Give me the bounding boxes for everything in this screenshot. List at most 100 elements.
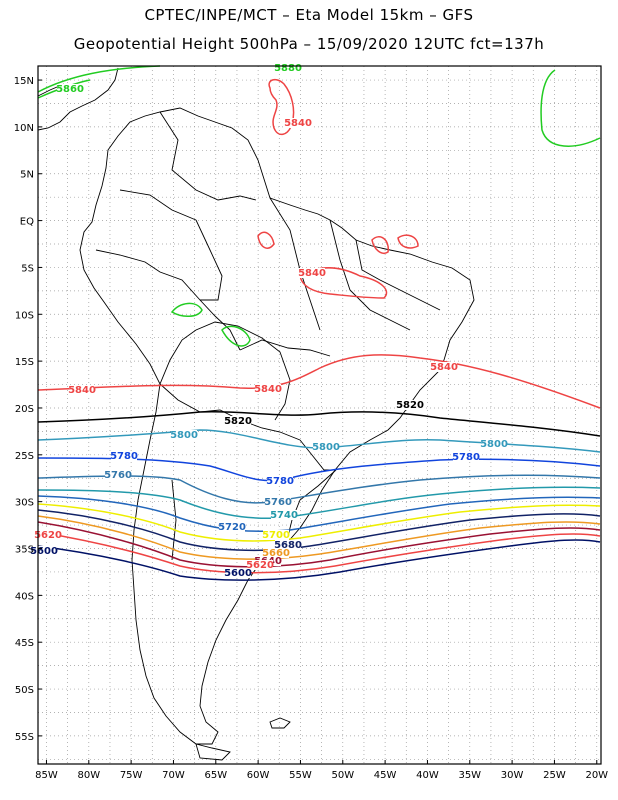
contour-5840-cell-coast xyxy=(371,236,389,254)
contour-label-bg xyxy=(31,546,57,556)
map-subtitle: Geopotential Height 500hPa – 15/09/2020 … xyxy=(73,35,545,53)
lon-tick-label: 35W xyxy=(458,770,481,781)
contour-label: 5860 xyxy=(56,84,84,95)
contour-label: 5840 xyxy=(430,362,458,373)
contour-labels: 5880 5860 5840 5840 5840 5840 5840 5820 5820 5800… xyxy=(30,63,508,579)
contour-label: 5800 xyxy=(480,439,508,450)
contour-5720 xyxy=(37,495,601,532)
contour-label-bg xyxy=(111,451,137,461)
contour-5840-main xyxy=(37,354,601,409)
contour-5840-cell-coast-2 xyxy=(397,234,419,249)
lat-tick-label: 15S xyxy=(15,357,34,368)
contour-label: 5880 xyxy=(274,63,302,74)
contour-5860-cell-2 xyxy=(221,325,251,347)
contour-label-bg xyxy=(275,63,301,73)
contour-5840-cell-north xyxy=(268,78,295,136)
contours xyxy=(37,65,601,581)
lon-tick-label: 65W xyxy=(204,770,227,781)
contour-label-bg xyxy=(313,442,339,452)
contour-label: 5620 xyxy=(34,530,62,541)
contour-label: 5800 xyxy=(312,442,340,453)
lat-tick-label: 15N xyxy=(14,76,34,87)
lat-tick-label: 20S xyxy=(15,404,34,415)
contour-label: 5840 xyxy=(68,385,96,396)
lon-tick-label: 50W xyxy=(331,770,354,781)
contour-label-bg xyxy=(171,430,197,440)
contour-5700 xyxy=(37,503,601,542)
contour-5880-north xyxy=(37,65,161,93)
contour-label: 5740 xyxy=(270,510,298,521)
lon-tick-label: 40W xyxy=(416,770,439,781)
contour-label: 5820 xyxy=(224,416,252,427)
lat-tick-label: 5S xyxy=(21,263,34,274)
lat-tick-label: 10S xyxy=(15,310,34,321)
contour-label-bg xyxy=(299,268,325,278)
lat-tick-label: 30S xyxy=(15,498,34,509)
contour-5620 xyxy=(37,531,601,574)
contour-5840-cell-northeast xyxy=(299,267,388,299)
map-title: CPTEC/INPE/MCT – Eta Model 15km – GFS xyxy=(144,6,474,24)
contour-label: 5600 xyxy=(224,568,252,579)
contour-label: 5600 xyxy=(30,546,58,557)
lon-tick-label: 25W xyxy=(543,770,566,781)
contour-label-bg xyxy=(57,84,83,94)
contour-label: 5840 xyxy=(284,118,312,129)
contour-5820 xyxy=(37,410,601,437)
contour-label: 5620 xyxy=(246,560,274,571)
contour-5600 xyxy=(37,539,601,581)
contour-label: 5760 xyxy=(104,470,132,481)
contour-5840-cell-amazon xyxy=(257,231,275,249)
map-frame xyxy=(37,65,602,765)
contour-label: 5780 xyxy=(266,476,294,487)
contour-label: 5820 xyxy=(396,400,424,411)
lat-tick-label: 5N xyxy=(20,170,34,181)
contour-label-bg xyxy=(35,530,61,540)
contour-label: 5680 xyxy=(274,540,302,551)
contour-label: 5660 xyxy=(262,548,290,559)
contour-label-bg xyxy=(219,522,245,532)
contour-label: 5780 xyxy=(452,452,480,463)
lat-tick-label: 45S xyxy=(15,638,34,649)
contour-label-bg xyxy=(265,497,291,507)
contour-label-bg xyxy=(397,400,423,410)
lat-tick-label: 55S xyxy=(15,732,34,743)
contour-5660 xyxy=(37,515,601,560)
lat-tick-label: 40S xyxy=(15,591,34,602)
contour-5860-cell-1 xyxy=(170,302,203,317)
contour-label-bg xyxy=(285,118,311,128)
contour-5640 xyxy=(37,521,601,568)
contour-label-bg xyxy=(247,560,273,570)
contour-label-bg xyxy=(225,568,251,578)
contour-5680 xyxy=(37,509,601,552)
contour-label-bg xyxy=(255,384,281,394)
lon-tick-label: 70W xyxy=(162,770,185,781)
coastlines xyxy=(37,67,475,761)
lon-tick-label: 85W xyxy=(35,770,58,781)
contour-label: 5840 xyxy=(254,384,282,395)
lon-tick-label: 45W xyxy=(374,770,397,781)
lon-tick-label: 75W xyxy=(120,770,143,781)
lon-tick-label: 30W xyxy=(501,770,524,781)
latitude-axis: 15N 10N 5N EQ 5S 10S 15S 20S 25S 30S 35S 40S 45S 50S 5… xyxy=(14,76,42,743)
lat-tick-label: 25S xyxy=(15,451,34,462)
lon-tick-label: 60W xyxy=(247,770,270,781)
contour-label: 5780 xyxy=(110,451,138,462)
contour-label-bg xyxy=(481,439,507,449)
contour-label-bg xyxy=(271,510,297,520)
contour-label: 5700 xyxy=(262,530,290,541)
contour-label: 5720 xyxy=(218,522,246,533)
contour-label-bg xyxy=(263,548,289,558)
lon-tick-label: 20W xyxy=(585,770,608,781)
contour-5860-east xyxy=(540,69,601,147)
contour-label-bg xyxy=(267,476,293,486)
contour-label-bg xyxy=(431,362,457,372)
lon-tick-label: 80W xyxy=(77,770,100,781)
lat-tick-label: 10N xyxy=(14,123,34,134)
graticule xyxy=(38,66,601,764)
contour-label: 5840 xyxy=(298,268,326,279)
lon-tick-label: 55W xyxy=(289,770,312,781)
contour-label-bg xyxy=(263,530,289,540)
contour-label-bg xyxy=(275,540,301,550)
contour-label-bg xyxy=(453,452,479,462)
contour-label-bg xyxy=(225,416,251,426)
